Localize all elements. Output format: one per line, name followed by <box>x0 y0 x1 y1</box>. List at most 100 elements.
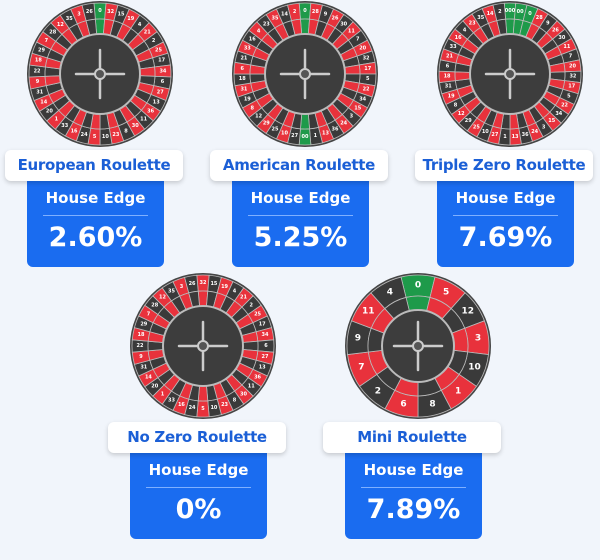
game-name: European Roulette <box>5 150 183 181</box>
house-edge-label: House Edge <box>43 189 148 216</box>
wheel-number: 6 <box>264 343 268 349</box>
wheel-number: 00 <box>517 9 524 15</box>
wheel-number: 31 <box>140 365 147 371</box>
wheel-number: 12 <box>57 22 64 28</box>
wheel-number: 2 <box>498 9 502 15</box>
game-name: American Roulette <box>210 150 388 181</box>
roulette-wheel-image: 0 32 15 19 4 21 2 25 17 34 6 27 13 36 11 30 8 23 10 5 24 16 33… <box>10 0 190 148</box>
wheel-number: 16 <box>71 128 78 134</box>
wheel-number: 9 <box>546 21 550 27</box>
wheel-number: 4 <box>233 288 237 294</box>
wheel-number: 30 <box>132 123 139 129</box>
wheel-number: 24 <box>531 129 538 135</box>
wheel-number: 36 <box>147 108 154 114</box>
wheel-number: 4 <box>387 287 393 297</box>
house-edge-label: House Edge <box>361 461 466 488</box>
house-edge-value: 0% <box>175 494 222 525</box>
wheel-number: 1 <box>455 386 461 396</box>
wheel-number: 14 <box>40 99 47 105</box>
wheel-number: 2 <box>293 9 297 15</box>
wheel-number: 12 <box>458 111 465 117</box>
house-edge-box: House Edge 7.69% <box>437 181 574 267</box>
wheel-number: 29 <box>263 121 270 127</box>
wheel-number: 6 <box>161 79 165 85</box>
house-edge-value: 2.60% <box>48 222 143 253</box>
wheel-number: 6 <box>446 63 450 69</box>
wheel-number: 8 <box>124 128 128 134</box>
wheel-number: 11 <box>140 116 147 122</box>
wheel-number: 25 <box>155 48 162 54</box>
wheel-number: 28 <box>536 15 543 21</box>
wheel-number: 18 <box>137 332 144 338</box>
wheel-number: 3 <box>542 124 546 130</box>
wheel-number: 8 <box>429 400 435 410</box>
wheel-number: 9 <box>355 334 361 344</box>
wheel-number: 32 <box>200 280 207 286</box>
wheel-number: 21 <box>240 295 247 301</box>
wheel-number: 7 <box>356 37 360 43</box>
wheel-number: 14 <box>281 11 288 17</box>
wheel-number: 5 <box>366 76 370 82</box>
wheel-number: 8 <box>454 103 458 109</box>
wheel-number: 33 <box>168 398 175 404</box>
wheel-number: 24 <box>340 121 347 127</box>
house-edge-value: 5.25% <box>253 222 348 253</box>
roulette-card: 000 00 0 28 9 26 30 11 7 20 32 17 5 22 34 15 3 24 36 13 1 27 1… <box>410 0 600 270</box>
wheel-pocket <box>139 66 156 77</box>
wheel-number: 0 <box>303 8 307 14</box>
wheel-number: 35 <box>168 288 175 294</box>
wheel-number: 30 <box>340 21 347 27</box>
wheel-number: 17 <box>158 58 165 64</box>
wheel-number: 32 <box>107 9 114 15</box>
wheel-number: 2 <box>250 303 254 309</box>
wheel-number: 2 <box>152 38 156 44</box>
house-edge-box: House Edge 2.60% <box>27 181 164 267</box>
wheel-number: 28 <box>151 303 158 309</box>
house-edge-label: House Edge <box>146 461 251 488</box>
wheel-number: 9 <box>36 79 40 85</box>
wheel-number: 29 <box>140 321 147 327</box>
wheel-number: 3 <box>77 12 81 18</box>
wheel-number: 000 <box>505 8 516 14</box>
game-name: No Zero Roulette <box>108 422 286 453</box>
wheel-number: 2 <box>375 386 381 396</box>
house-edge-label: House Edge <box>453 189 558 216</box>
wheel-number: 1 <box>161 391 165 397</box>
wheel-number: 15 <box>210 281 217 287</box>
wheel-number: 16 <box>455 35 462 41</box>
wheel-number: 12 <box>255 114 262 120</box>
wheel-number: 7 <box>569 53 573 59</box>
wheel-number: 36 <box>331 126 338 132</box>
roulette-card: 32 15 19 4 21 2 25 17 34 6 27 13 36 11 30 8 23 10 5 24 16 33 1… <box>103 272 303 542</box>
roulette-wheel-image: 0 5 12 3 10 1 8 6 2 7 9 11 4 <box>328 272 508 420</box>
house-edge-value: 7.89% <box>366 494 461 525</box>
wheel-number: 30 <box>240 391 247 397</box>
wheel-number: 12 <box>462 307 475 317</box>
wheel-number: 23 <box>112 132 119 138</box>
wheel-number: 23 <box>263 21 270 27</box>
wheel-number: 8 <box>233 398 237 404</box>
wheel-number: 3 <box>350 114 354 120</box>
wheel-number: 13 <box>322 131 329 137</box>
wheel-number: 23 <box>469 21 476 27</box>
wheel-number: 9 <box>324 11 328 17</box>
wheel-number: 27 <box>291 133 298 139</box>
wheel-number: 30 <box>558 35 565 41</box>
wheel-number: 11 <box>248 384 255 390</box>
wheel-number: 20 <box>359 46 366 52</box>
wheel-number: 21 <box>240 56 247 62</box>
wheel-number: 20 <box>151 384 158 390</box>
wheel-number: 26 <box>86 9 93 15</box>
wheel-number: 4 <box>463 27 467 33</box>
wheel-number: 26 <box>552 27 559 33</box>
wheel-number: 23 <box>221 402 228 408</box>
wheel-number: 17 <box>364 66 371 72</box>
wheel-number: 22 <box>34 68 41 74</box>
wheel-number: 31 <box>240 86 247 92</box>
wheel-number: 10 <box>281 131 288 137</box>
wheel-number: 29 <box>38 48 45 54</box>
wheel-number: 24 <box>81 132 88 138</box>
wheel-number: 20 <box>46 108 53 114</box>
wheel-number: 34 <box>359 96 366 102</box>
house-edge-box: House Edge 5.25% <box>232 181 369 267</box>
